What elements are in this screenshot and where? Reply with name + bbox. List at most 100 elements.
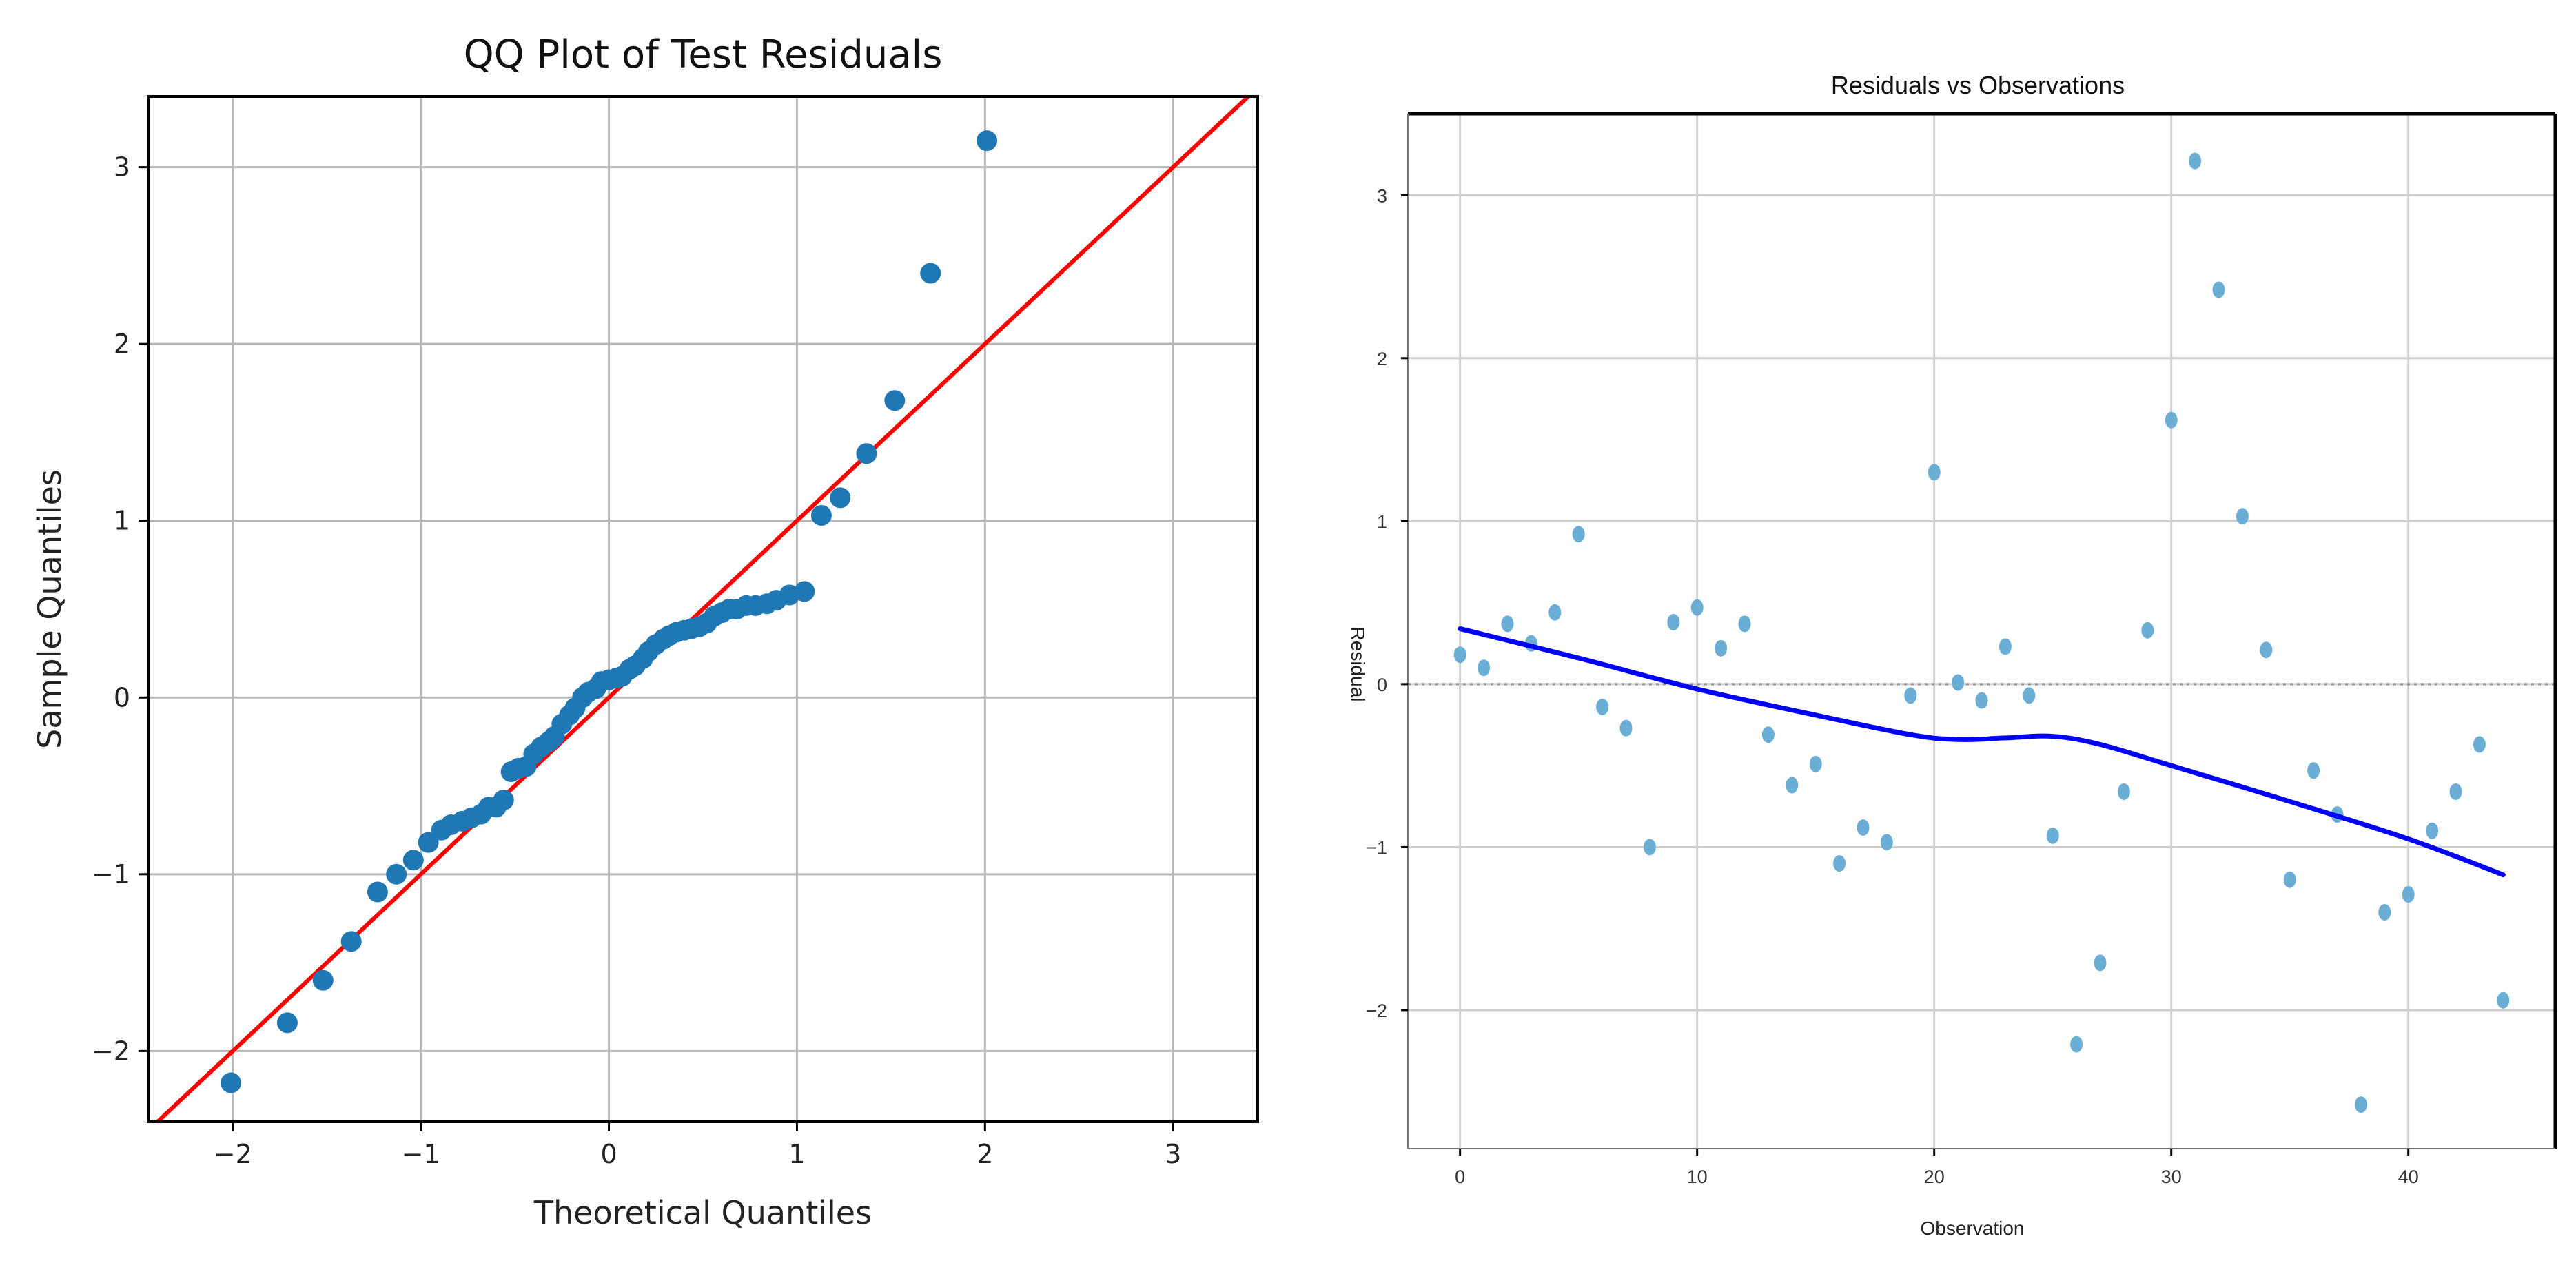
residual-point [1596,698,1609,715]
residuals-trend-line [1458,626,2506,878]
residual-point [2165,411,2178,429]
residual-point [1975,692,1988,709]
qq-point [340,931,362,952]
residual-point [1478,659,1491,677]
residual-point [1809,755,1822,772]
residual-point [2141,622,2154,639]
qq-x-tick-label: 1 [788,1139,805,1169]
residual-point [1667,613,1680,630]
residual-point [2497,992,2510,1009]
qq-x-tick-label: 3 [1165,1139,1181,1169]
residual-point [1999,638,2012,655]
residual-point [2189,152,2202,170]
residual-point [2260,641,2273,659]
qq-points [221,130,998,1093]
qq-x-tick-label: 2 [977,1139,993,1169]
residual-point [2070,1036,2083,1053]
residual-point [1833,855,1846,872]
qq-x-tick-label: −2 [214,1139,252,1169]
residuals-x-ticks: 0 10 20 30 40 [1455,1149,2419,1187]
qq-point [402,850,424,871]
qq-point [221,1072,242,1093]
qq-point [386,863,407,885]
qq-y-axis-label: Sample Quantiles [31,469,68,749]
qq-point [884,390,906,411]
qq-y-tick-label: −2 [92,1036,130,1066]
residual-point [2426,822,2439,839]
qq-point [830,487,851,509]
residual-point [2023,687,2036,704]
residual-point [2046,827,2059,844]
residuals-plot-title: Residuals vs Observations [1831,71,2125,99]
residual-point [1786,777,1799,794]
residual-point [2378,904,2391,921]
residual-point [1690,599,1704,616]
qq-y-tick-label: 2 [114,329,130,359]
residuals-y-axis-label: Residual [1347,627,1369,702]
residual-point [1904,687,1917,704]
qq-x-axis-label: Theoretical Quantiles [533,1194,872,1231]
residual-point [1643,839,1656,856]
qq-y-tick-label: −1 [92,859,130,890]
residuals-x-tick-label: 10 [1687,1167,1708,1187]
residual-point [2354,1096,2367,1113]
residual-point [1857,819,1870,836]
residuals-y-tick-label: 2 [1377,349,1387,369]
residual-point [1928,464,1941,481]
residual-point [2117,783,2130,800]
qq-point [810,505,832,526]
qq-point [920,263,941,284]
residual-point [1715,639,1728,657]
residual-point [1453,646,1466,664]
residuals-y-tick-label: 1 [1377,511,1387,532]
residuals-points [1453,152,2510,1113]
residual-point [1761,726,1775,743]
residuals-y-tick-label: 3 [1377,185,1387,206]
qq-x-tick-label: 0 [600,1139,617,1169]
residual-point [1619,719,1633,737]
qq-plot-chart: QQ Plot of Test Residuals −2 −1 0 1 2 3 −2 −1 0… [31,32,1259,1231]
residual-point [2449,783,2462,800]
qq-point [493,790,514,811]
residuals-plot-chart: Residuals vs Observations 0 10 20 30 40 −2−1… [1347,71,2557,1239]
qq-point [276,1012,298,1034]
qq-plot-title: QQ Plot of Test Residuals [464,32,943,77]
residual-point [1738,615,1751,633]
qq-reference-line [154,96,1251,1122]
residuals-x-tick-label: 30 [2161,1167,2182,1187]
qq-plot-frame [147,95,1259,1123]
residuals-x-tick-label: 0 [1455,1167,1465,1187]
residuals-x-axis-label: Observation [1921,1218,2025,1239]
residuals-x-tick-label: 20 [1924,1167,1945,1187]
residual-point [1572,526,1585,543]
qq-y-ticks: −2 −1 0 1 2 3 [92,152,148,1066]
residual-point [1952,674,1965,691]
qq-y-tick-label: 1 [114,506,130,536]
residuals-y-ticks: −2 −1 0 1 2 3 [1366,185,1408,1021]
residuals-y-tick-label: 0 [1377,675,1387,695]
qq-x-ticks: −2 −1 0 1 2 3 [214,1122,1181,1169]
qq-point [367,881,388,903]
residuals-x-tick-label: 40 [2398,1167,2419,1187]
qq-point [856,443,877,464]
residuals-y-tick-label: −2 [1366,1000,1387,1021]
residual-point [2094,954,2107,972]
residuals-y-tick-label: −1 [1366,837,1387,858]
residual-point [2212,281,2225,298]
qq-point [418,832,439,853]
qq-plot-grid [148,96,1258,1122]
qq-y-tick-label: 3 [114,152,130,183]
residual-point [2473,736,2486,753]
residual-point [2236,508,2249,525]
residual-point [1548,604,1562,621]
residual-point [2307,762,2320,779]
residual-point [1501,615,1514,633]
qq-point [312,969,334,991]
qq-x-tick-label: −1 [402,1139,440,1169]
qq-point [794,581,815,602]
residual-point [2402,886,2415,903]
residual-point [2283,871,2296,888]
residuals-plot-grid [1408,114,2555,1149]
qq-y-tick-label: 0 [114,682,130,712]
